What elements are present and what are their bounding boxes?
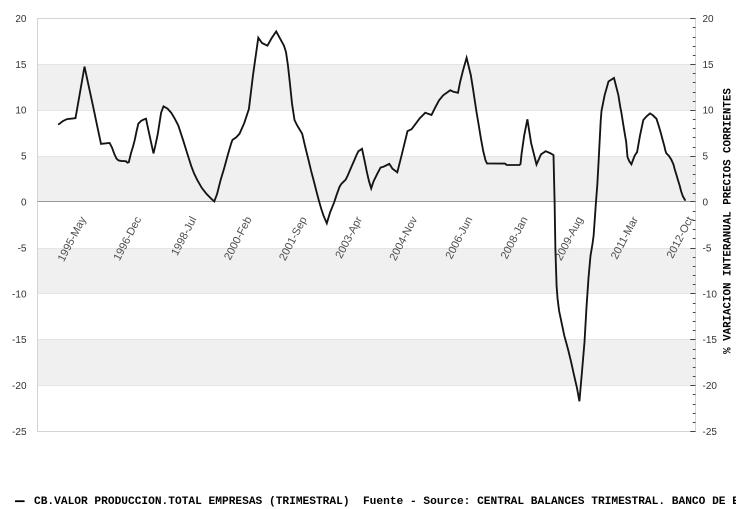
svg-text:-15: -15 [12,335,27,346]
svg-text:-25: -25 [703,427,718,438]
svg-text:-25: -25 [12,427,27,438]
svg-text:-20: -20 [12,381,27,392]
svg-text:5: 5 [21,152,27,163]
svg-text:10: 10 [15,106,27,117]
svg-text:0: 0 [21,198,27,209]
svg-text:-10: -10 [703,289,718,300]
svg-text:-5: -5 [703,243,712,254]
svg-text:20: 20 [703,14,715,25]
svg-text:-10: -10 [12,289,27,300]
svg-text:-15: -15 [703,335,718,346]
svg-text:CB.VALOR PRODUCCION.TOTAL EMPR: CB.VALOR PRODUCCION.TOTAL EMPRESAS (TRIM… [34,495,736,508]
svg-text:-5: -5 [18,243,27,254]
svg-text:5: 5 [703,152,709,163]
svg-text:-20: -20 [703,381,718,392]
svg-text:15: 15 [15,60,27,71]
svg-text:0: 0 [703,198,709,209]
svg-text:10: 10 [703,106,715,117]
svg-text:20: 20 [15,14,27,25]
svg-text:% VARIACION INTERANUAL PRECIOS: % VARIACION INTERANUAL PRECIOS CORRIENTE… [723,88,735,354]
svg-text:15: 15 [703,60,715,71]
